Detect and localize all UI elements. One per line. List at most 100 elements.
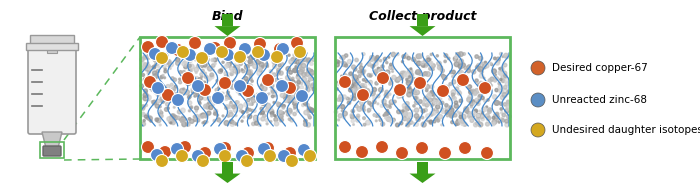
Circle shape bbox=[424, 72, 427, 76]
Circle shape bbox=[392, 118, 396, 121]
Circle shape bbox=[254, 115, 258, 119]
Circle shape bbox=[257, 70, 262, 76]
Circle shape bbox=[482, 108, 486, 111]
Circle shape bbox=[260, 113, 262, 115]
Circle shape bbox=[169, 62, 174, 67]
Circle shape bbox=[230, 73, 232, 76]
Circle shape bbox=[261, 117, 265, 121]
Circle shape bbox=[193, 57, 195, 59]
Circle shape bbox=[375, 81, 378, 85]
Circle shape bbox=[479, 110, 481, 112]
Circle shape bbox=[286, 67, 290, 71]
Circle shape bbox=[383, 115, 385, 116]
Circle shape bbox=[252, 56, 255, 59]
Circle shape bbox=[246, 70, 251, 75]
Circle shape bbox=[184, 90, 190, 95]
Circle shape bbox=[449, 70, 453, 74]
Circle shape bbox=[159, 91, 162, 94]
Circle shape bbox=[195, 110, 197, 112]
Circle shape bbox=[402, 55, 405, 58]
Circle shape bbox=[468, 90, 473, 94]
Circle shape bbox=[468, 112, 470, 114]
Circle shape bbox=[354, 86, 357, 89]
Circle shape bbox=[158, 66, 160, 68]
Circle shape bbox=[344, 84, 347, 88]
Circle shape bbox=[215, 94, 219, 98]
Circle shape bbox=[257, 67, 261, 71]
Circle shape bbox=[310, 73, 313, 76]
Circle shape bbox=[402, 110, 404, 112]
Circle shape bbox=[507, 90, 511, 94]
Circle shape bbox=[374, 57, 378, 62]
Circle shape bbox=[171, 77, 174, 80]
Circle shape bbox=[399, 93, 404, 98]
Circle shape bbox=[220, 81, 223, 84]
Circle shape bbox=[267, 54, 270, 57]
Circle shape bbox=[485, 63, 486, 65]
Circle shape bbox=[456, 53, 461, 57]
Circle shape bbox=[172, 121, 175, 125]
Circle shape bbox=[246, 108, 249, 110]
Circle shape bbox=[230, 72, 234, 76]
Circle shape bbox=[148, 99, 150, 101]
Circle shape bbox=[478, 67, 482, 71]
Circle shape bbox=[225, 96, 228, 98]
Circle shape bbox=[478, 121, 480, 123]
Circle shape bbox=[182, 70, 186, 74]
Circle shape bbox=[475, 65, 479, 69]
Circle shape bbox=[480, 74, 484, 78]
Circle shape bbox=[202, 62, 207, 67]
Circle shape bbox=[373, 61, 378, 66]
Circle shape bbox=[390, 119, 394, 123]
Circle shape bbox=[455, 55, 458, 58]
Circle shape bbox=[237, 90, 239, 93]
Circle shape bbox=[232, 121, 235, 124]
Circle shape bbox=[250, 94, 253, 97]
Circle shape bbox=[265, 83, 267, 85]
Circle shape bbox=[437, 84, 449, 97]
Circle shape bbox=[242, 83, 246, 86]
Circle shape bbox=[307, 86, 309, 88]
Circle shape bbox=[458, 90, 460, 92]
Circle shape bbox=[398, 78, 400, 80]
Circle shape bbox=[188, 118, 191, 120]
Circle shape bbox=[461, 118, 462, 120]
Circle shape bbox=[234, 51, 246, 63]
Circle shape bbox=[508, 91, 510, 93]
Circle shape bbox=[246, 98, 250, 102]
Circle shape bbox=[258, 142, 270, 155]
Circle shape bbox=[498, 82, 500, 85]
Circle shape bbox=[457, 93, 459, 95]
Circle shape bbox=[503, 79, 505, 81]
Circle shape bbox=[211, 64, 215, 67]
Circle shape bbox=[225, 94, 230, 99]
Circle shape bbox=[351, 119, 354, 123]
Circle shape bbox=[229, 112, 233, 116]
Circle shape bbox=[436, 101, 440, 105]
Circle shape bbox=[471, 92, 473, 94]
Circle shape bbox=[500, 118, 503, 121]
Circle shape bbox=[289, 78, 293, 81]
Circle shape bbox=[475, 55, 479, 58]
Circle shape bbox=[225, 107, 228, 109]
Circle shape bbox=[156, 118, 161, 123]
Circle shape bbox=[155, 118, 158, 121]
Circle shape bbox=[451, 108, 454, 111]
Circle shape bbox=[438, 65, 442, 70]
Circle shape bbox=[458, 71, 462, 75]
Circle shape bbox=[359, 66, 363, 70]
Circle shape bbox=[426, 72, 430, 76]
Circle shape bbox=[458, 70, 463, 75]
Circle shape bbox=[494, 57, 496, 60]
Circle shape bbox=[214, 109, 218, 113]
Circle shape bbox=[456, 119, 459, 121]
Circle shape bbox=[250, 93, 254, 97]
Circle shape bbox=[458, 65, 461, 68]
Circle shape bbox=[279, 84, 282, 87]
Circle shape bbox=[385, 90, 389, 94]
Circle shape bbox=[183, 88, 185, 90]
Circle shape bbox=[195, 92, 199, 95]
Circle shape bbox=[407, 79, 410, 82]
Circle shape bbox=[169, 68, 172, 69]
Circle shape bbox=[344, 54, 348, 57]
